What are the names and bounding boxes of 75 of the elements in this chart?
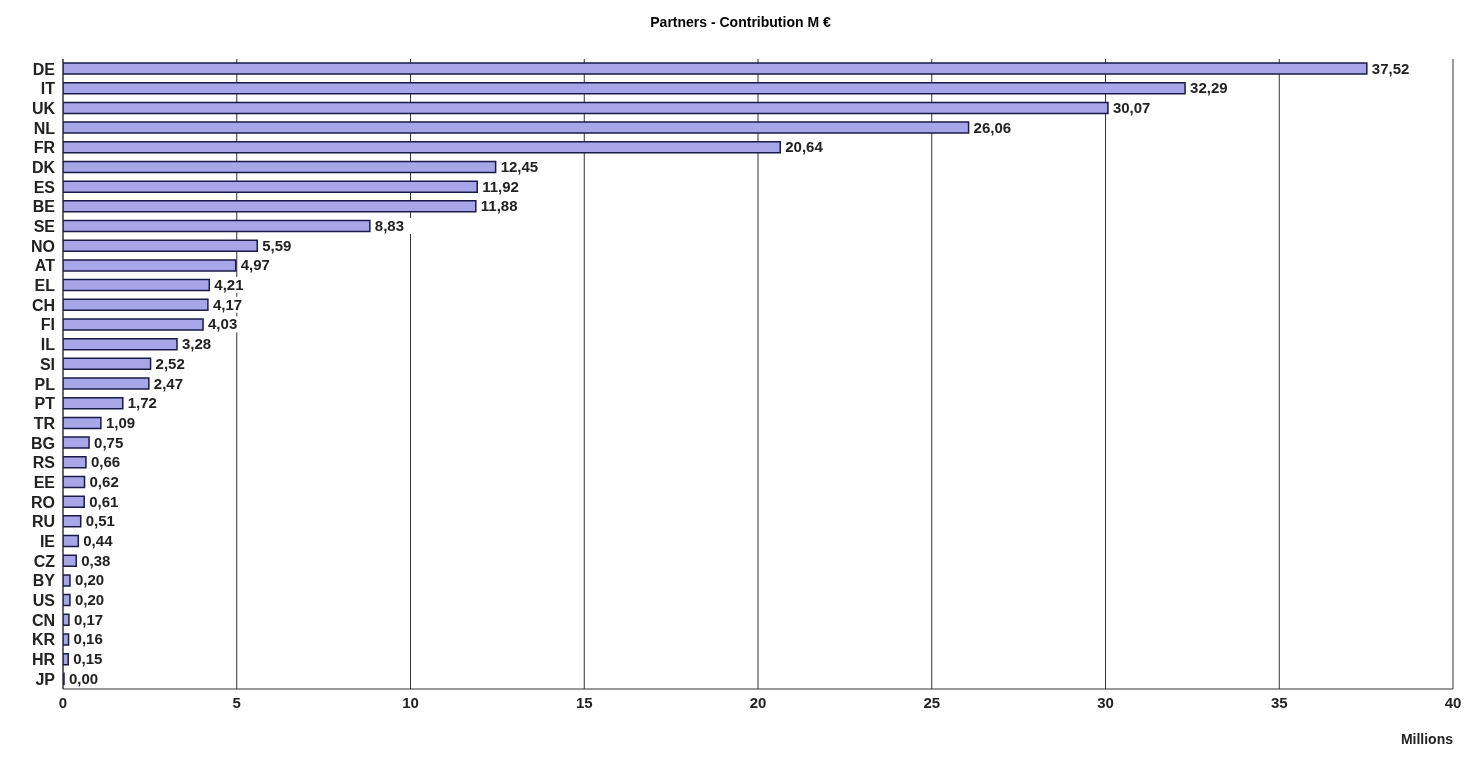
data-label: 12,45: [500, 157, 539, 175]
y-tick-label: SI: [39, 355, 55, 373]
data-label: 0,38: [81, 551, 111, 569]
y-tick-label: DE: [32, 60, 56, 78]
data-label: 0,66: [90, 453, 121, 471]
y-tick-label: US: [32, 592, 56, 610]
data-label: 0,16: [73, 630, 103, 648]
y-tick-label: UK: [31, 99, 56, 117]
chart-title: Partners - Contribution M €: [649, 14, 832, 32]
data-label: 5,59: [262, 236, 292, 254]
y-tick-label: IE: [39, 533, 56, 551]
data-label: 0,20: [74, 591, 105, 609]
x-tick-label: 20: [749, 693, 767, 711]
y-tick-label: FR: [33, 139, 56, 157]
data-label: 4,03: [208, 315, 238, 333]
y-tick-label: NO: [31, 237, 55, 255]
x-tick-label: 35: [1270, 693, 1288, 711]
data-label: 0,61: [89, 492, 119, 510]
data-label: 32,29: [1190, 79, 1228, 97]
y-tick-label: RU: [31, 513, 55, 531]
data-label: 37,52: [1371, 59, 1410, 77]
data-label: 0,15: [73, 650, 103, 668]
data-label: 2,47: [153, 374, 184, 392]
y-tick-label: DK: [31, 158, 56, 176]
y-tick-label: EL: [34, 277, 56, 295]
y-tick-label: CH: [31, 296, 55, 314]
data-label: 2,52: [155, 354, 185, 372]
y-tick-label: SE: [33, 218, 56, 236]
y-tick-label: RS: [32, 454, 56, 472]
y-tick-label: NL: [33, 119, 56, 137]
data-label: 0,75: [94, 433, 124, 451]
data-label: 1,72: [127, 394, 157, 412]
y-tick-label: TR: [33, 414, 56, 432]
data-label: 0,20: [74, 571, 105, 589]
data-label: 0,51: [85, 512, 115, 530]
data-label: 8,83: [374, 217, 405, 234]
y-tick-label: PL: [34, 375, 56, 393]
data-label: 0,62: [89, 472, 119, 490]
data-label: 4,97: [240, 256, 270, 274]
data-label: 0,00: [69, 669, 99, 687]
x-axis-title: Millions: [1400, 731, 1454, 747]
x-tick-label: 10: [402, 693, 419, 711]
y-tick-label: JP: [35, 670, 56, 688]
data-label: 26,06: [973, 118, 1012, 136]
y-tick-label: PT: [34, 395, 56, 413]
y-tick-label: BY: [32, 572, 56, 590]
y-tick-label: EE: [33, 473, 56, 491]
y-tick-label: IT: [40, 80, 56, 98]
data-label: 30,07: [1112, 98, 1151, 116]
data-label: 20,64: [785, 138, 824, 156]
y-tick-label: CZ: [33, 552, 56, 570]
y-tick-label: AT: [34, 257, 56, 275]
x-tick-label: 25: [923, 693, 941, 711]
y-tick-label: HR: [31, 651, 56, 669]
data-label: 1,09: [105, 413, 136, 431]
y-tick-label: RO: [31, 493, 55, 511]
data-label: 4,21: [214, 276, 244, 294]
y-tick-label: IL: [40, 336, 56, 354]
x-tick-label: 5: [232, 693, 241, 711]
data-label: 0,44: [83, 532, 114, 549]
y-tick-label: BG: [31, 434, 55, 452]
data-label: 11,92: [482, 177, 519, 195]
x-tick-label: 30: [1097, 693, 1114, 711]
data-label: 11,88: [480, 197, 518, 215]
y-tick-label: CN: [31, 611, 55, 629]
y-tick-label: FI: [40, 316, 55, 334]
x-tick-label: 0: [58, 693, 68, 711]
data-label: 0,17: [73, 610, 104, 628]
y-tick-label: BE: [32, 198, 56, 216]
y-tick-label: KR: [31, 631, 56, 649]
data-label: 4,17: [212, 295, 243, 313]
x-tick-label: 15: [575, 693, 593, 711]
x-tick-label: 40: [1444, 693, 1462, 711]
y-tick-label: ES: [33, 178, 56, 196]
data-label: 3,28: [181, 335, 212, 353]
